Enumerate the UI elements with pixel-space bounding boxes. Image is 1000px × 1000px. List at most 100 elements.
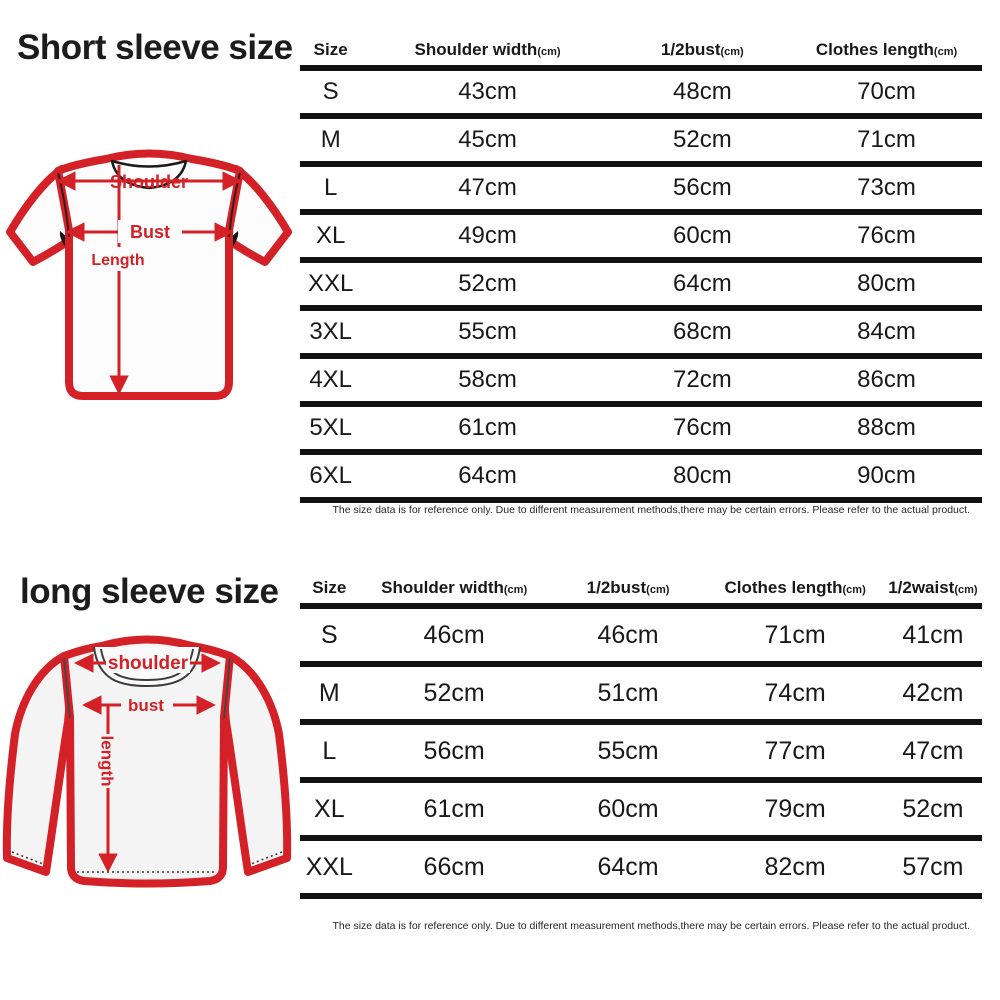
value-cell: 55cm bbox=[549, 722, 707, 783]
value-cell: 56cm bbox=[613, 164, 792, 215]
bust-label: Bust bbox=[130, 222, 170, 242]
value-cell: 86cm bbox=[791, 356, 982, 407]
value-cell: 45cm bbox=[361, 116, 614, 167]
value-cell: 46cm bbox=[358, 606, 550, 667]
shoulder-label-backing bbox=[106, 651, 190, 673]
value-cell: 73cm bbox=[791, 164, 982, 215]
table-row: L 47cm 56cm 73cm bbox=[300, 164, 982, 215]
table-row: L 56cm 55cm 77cm 47cm bbox=[300, 722, 982, 783]
table-row: XL 49cm 60cm 76cm bbox=[300, 212, 982, 263]
size-cell: M bbox=[300, 664, 359, 725]
size-cell: XXL bbox=[300, 260, 362, 311]
value-cell: 82cm bbox=[706, 838, 884, 899]
column-header: Size bbox=[300, 578, 359, 609]
value-cell: 71cm bbox=[706, 606, 884, 667]
size-cell: 5XL bbox=[300, 404, 362, 455]
size-cell: L bbox=[300, 722, 359, 783]
value-cell: 43cm bbox=[361, 68, 614, 119]
column-header: Size bbox=[300, 40, 362, 71]
column-header: Clothes length(cm) bbox=[791, 40, 982, 71]
value-cell: 47cm bbox=[883, 722, 982, 783]
value-cell: 47cm bbox=[361, 164, 614, 215]
long-sleeve-table: Size Shoulder width(cm) 1/2bust(cm) Clothes… bbox=[300, 578, 982, 899]
right-seam-line bbox=[223, 657, 231, 719]
value-cell: 88cm bbox=[791, 404, 982, 455]
value-cell: 64cm bbox=[613, 260, 792, 311]
short-sleeve-body bbox=[54, 149, 244, 400]
bust-label: bust bbox=[128, 696, 164, 715]
length-label: Length bbox=[91, 252, 144, 269]
size-cell: 6XL bbox=[300, 452, 362, 503]
value-cell: 48cm bbox=[613, 68, 792, 119]
size-cell: M bbox=[300, 116, 362, 167]
value-cell: 52cm bbox=[361, 260, 614, 311]
value-cell: 79cm bbox=[706, 780, 884, 841]
table-row: XXL 66cm 64cm 82cm 57cm bbox=[300, 838, 982, 899]
value-cell: 60cm bbox=[549, 780, 707, 841]
long-sleeve-sleeves bbox=[2, 652, 292, 876]
value-cell: 42cm bbox=[883, 664, 982, 725]
value-cell: 76cm bbox=[613, 404, 792, 455]
value-cell: 61cm bbox=[361, 404, 614, 455]
table-row: M 52cm 51cm 74cm 42cm bbox=[300, 664, 982, 725]
short-sleeve-title: Short sleeve size bbox=[17, 28, 293, 67]
value-cell: 57cm bbox=[883, 838, 982, 899]
size-cell: S bbox=[300, 606, 359, 667]
table-row: 4XL 58cm 72cm 86cm bbox=[300, 356, 982, 407]
column-header: Shoulder width(cm) bbox=[361, 40, 614, 71]
value-cell: 51cm bbox=[549, 664, 707, 725]
size-cell: S bbox=[300, 68, 362, 119]
bust-label-backing bbox=[118, 220, 182, 243]
short-sleeve-footnote: The size data is for reference only. Due… bbox=[332, 504, 970, 516]
size-cell: 3XL bbox=[300, 308, 362, 359]
value-cell: 52cm bbox=[883, 780, 982, 841]
size-cell: XL bbox=[300, 212, 362, 263]
table-row: XL 61cm 60cm 79cm 52cm bbox=[300, 780, 982, 841]
table-row: 5XL 61cm 76cm 88cm bbox=[300, 404, 982, 455]
value-cell: 68cm bbox=[613, 308, 792, 359]
short-sleeve-shirt-diagram: Shoulder Bust Length bbox=[6, 149, 292, 400]
left-seam-line bbox=[63, 657, 71, 719]
column-header: Shoulder width(cm) bbox=[358, 578, 550, 609]
size-cell: L bbox=[300, 164, 362, 215]
value-cell: 66cm bbox=[358, 838, 550, 899]
value-cell: 74cm bbox=[706, 664, 884, 725]
size-cell: XXL bbox=[300, 838, 359, 899]
shoulder-label: shoulder bbox=[108, 653, 189, 674]
table-row: 6XL 64cm 80cm 90cm bbox=[300, 452, 982, 503]
value-cell: 60cm bbox=[613, 212, 792, 263]
table-row: XXL 52cm 64cm 80cm bbox=[300, 260, 982, 311]
value-cell: 58cm bbox=[361, 356, 614, 407]
table-row: 3XL 55cm 68cm 84cm bbox=[300, 308, 982, 359]
table-row: M 45cm 52cm 71cm bbox=[300, 116, 982, 167]
column-header: 1/2bust(cm) bbox=[549, 578, 707, 609]
value-cell: 55cm bbox=[361, 308, 614, 359]
column-header: 1/2bust(cm) bbox=[613, 40, 792, 71]
long-sleeve-footnote: The size data is for reference only. Due… bbox=[332, 920, 970, 932]
long-sleeve-shirt-diagram: shoulder bust length bbox=[2, 635, 292, 888]
value-cell: 84cm bbox=[791, 308, 982, 359]
value-cell: 64cm bbox=[361, 452, 614, 503]
bust-label-backing bbox=[121, 693, 173, 715]
length-label: length bbox=[98, 736, 117, 787]
column-header: 1/2waist(cm) bbox=[883, 578, 982, 609]
long-sleeve-title: long sleeve size bbox=[20, 572, 279, 611]
value-cell: 76cm bbox=[791, 212, 982, 263]
value-cell: 80cm bbox=[791, 260, 982, 311]
long-sleeve-header-row: Size Shoulder width(cm) 1/2bust(cm) Clothes… bbox=[300, 578, 982, 609]
value-cell: 41cm bbox=[883, 606, 982, 667]
value-cell: 52cm bbox=[613, 116, 792, 167]
value-cell: 80cm bbox=[613, 452, 792, 503]
value-cell: 90cm bbox=[791, 452, 982, 503]
value-cell: 71cm bbox=[791, 116, 982, 167]
short-sleeve-header-row: Size Shoulder width(cm) 1/2bust(cm) Clothes… bbox=[300, 40, 982, 71]
column-header: Clothes length(cm) bbox=[706, 578, 884, 609]
shoulder-label: Shoulder bbox=[110, 172, 188, 192]
value-cell: 77cm bbox=[706, 722, 884, 783]
value-cell: 64cm bbox=[549, 838, 707, 899]
value-cell: 61cm bbox=[358, 780, 550, 841]
value-cell: 49cm bbox=[361, 212, 614, 263]
table-row: S 46cm 46cm 71cm 41cm bbox=[300, 606, 982, 667]
size-cell: XL bbox=[300, 780, 359, 841]
